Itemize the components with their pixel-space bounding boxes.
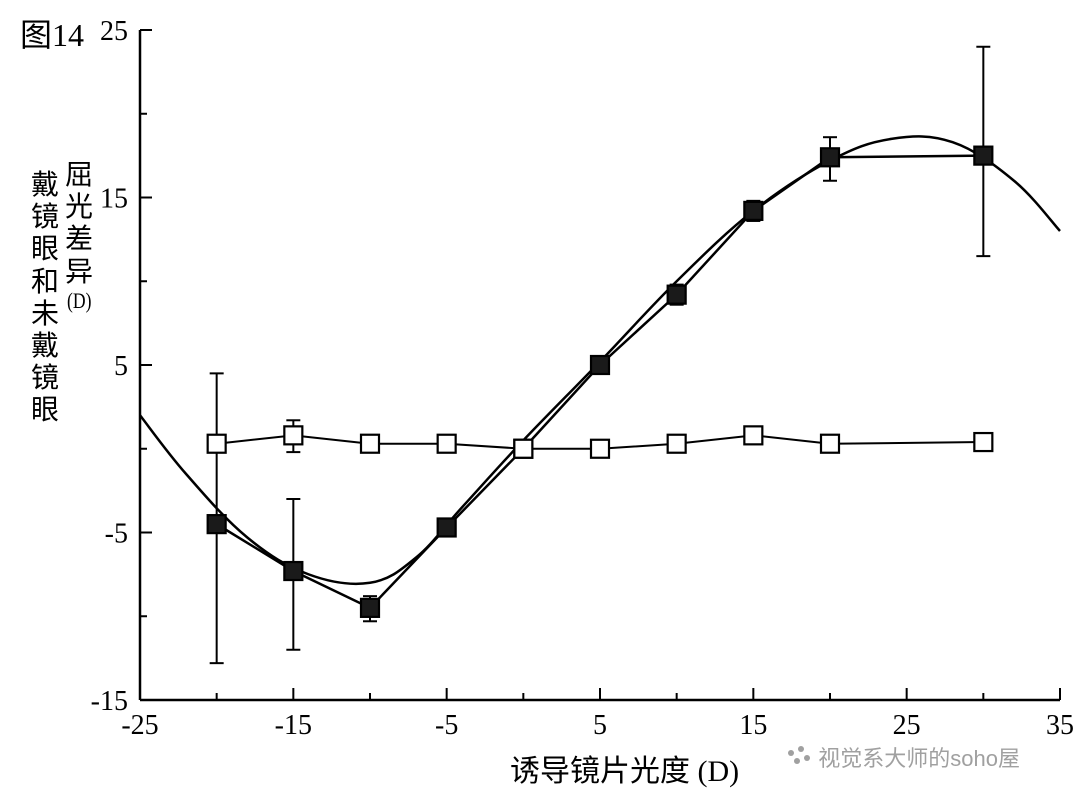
- svg-text:5: 5: [114, 351, 128, 382]
- svg-text:25: 25: [100, 16, 128, 47]
- svg-text:-5: -5: [105, 519, 128, 550]
- svg-text:25: 25: [893, 710, 921, 741]
- chart-plot: -25-15-55152535-15-551525: [0, 0, 1080, 797]
- wechat-icon: [786, 746, 812, 768]
- svg-text:15: 15: [100, 184, 128, 215]
- figure-container: 图14 戴镜眼和未戴镜眼 屈光差异 (D) 诱导镜片光度 (D) -25-15-…: [0, 0, 1080, 797]
- svg-text:35: 35: [1046, 710, 1074, 741]
- svg-text:-15: -15: [91, 686, 128, 717]
- watermark: 视觉系大师的soho屋: [786, 741, 1020, 773]
- svg-text:5: 5: [593, 710, 607, 741]
- watermark-text: 视觉系大师的soho屋: [818, 741, 1020, 773]
- svg-text:15: 15: [739, 710, 767, 741]
- svg-text:-15: -15: [275, 710, 312, 741]
- svg-text:-5: -5: [435, 710, 458, 741]
